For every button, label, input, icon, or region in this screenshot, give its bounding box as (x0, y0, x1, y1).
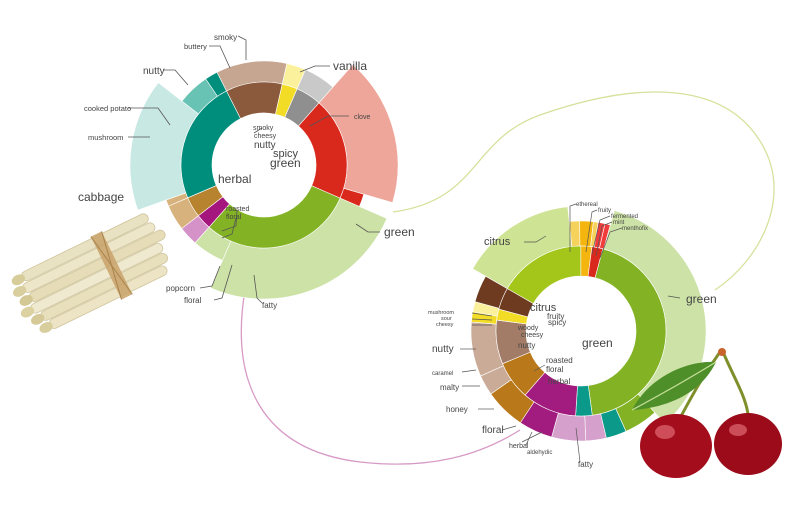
label-cheesy: cheesy (436, 322, 454, 328)
label-mushroom: mushroom (88, 133, 123, 142)
label-fruity: fruity (598, 208, 611, 214)
label-floral-inner: floral (546, 365, 564, 374)
asparagus-inner-herbal-segment (180, 90, 241, 199)
label-cheesy-inner: cheesy (254, 133, 277, 140)
label-nutty: nutty (143, 66, 165, 77)
label-green: green (384, 225, 415, 239)
label-floral: floral (184, 296, 202, 305)
label-herbal: herbal (509, 443, 529, 450)
label-caramel: caramel (432, 371, 453, 377)
label-fatty: fatty (578, 460, 593, 469)
label-green-inner: green (270, 156, 301, 170)
label-woody-inner: woody (517, 325, 539, 332)
label-fermented: fermented (611, 214, 638, 220)
label-smoky: smoky (214, 33, 237, 42)
label-nutty-inner: nutty (254, 140, 276, 151)
label-clove: clove (354, 114, 370, 121)
label-roasted-inner: roasted (226, 206, 249, 213)
label-spicy-inner: spicy (548, 318, 566, 327)
cherry-icon (631, 348, 782, 478)
label-malty: malty (440, 383, 459, 392)
connector-pink-line (240, 289, 521, 465)
label-mushroom: mushroom (428, 310, 454, 316)
label-cabbage: cabbage (78, 190, 124, 204)
label-citrus-inner: citrus (530, 302, 557, 314)
label-aldehydic: aldehydic (527, 450, 552, 456)
asparagus-labels: smoky buttery nutty vanilla cooked potat… (78, 33, 415, 310)
label-fruity-inner: fruity (547, 312, 564, 321)
asparagus-icon (11, 213, 169, 333)
label-sour: sour (441, 316, 452, 322)
connector-green-line (392, 91, 775, 291)
label-buttery: buttery (184, 42, 207, 51)
label-ethereal: ethereal (576, 202, 598, 208)
label-floral-inner: floral (226, 214, 242, 221)
label-green: green (686, 292, 717, 306)
asparagus-flavor-wheel (129, 60, 399, 300)
label-fatty: fatty (262, 301, 277, 310)
label-floral: floral (482, 425, 504, 436)
label-menthofix: menthofix (622, 226, 648, 232)
label-cooked-potato: cooked potato (84, 104, 131, 113)
label-green-inner: green (582, 336, 613, 350)
label-popcorn: popcorn (166, 284, 195, 293)
cherry-inner-woody-segment (498, 288, 534, 318)
label-roasted-inner: roasted (546, 356, 573, 365)
label-nutty: nutty (432, 344, 454, 355)
cherry-inner-green-segment (587, 248, 667, 416)
label-nutty-inner: nutty (518, 341, 535, 350)
label-herbal: herbal (218, 172, 251, 186)
label-honey: honey (446, 405, 468, 414)
label-cheesy-inner: cheesy (521, 332, 544, 339)
label-citrus: citrus (484, 236, 511, 248)
label-spicy-inner: spicy (273, 148, 299, 160)
label-vanilla: vanilla (333, 59, 367, 73)
cherry-labels: ethereal fruity fermented mint menthofix… (428, 202, 717, 469)
label-smoky-inner: smoky (253, 125, 274, 132)
label-herbal-inner: herbal (548, 377, 570, 386)
label-mint: mint (613, 220, 625, 226)
